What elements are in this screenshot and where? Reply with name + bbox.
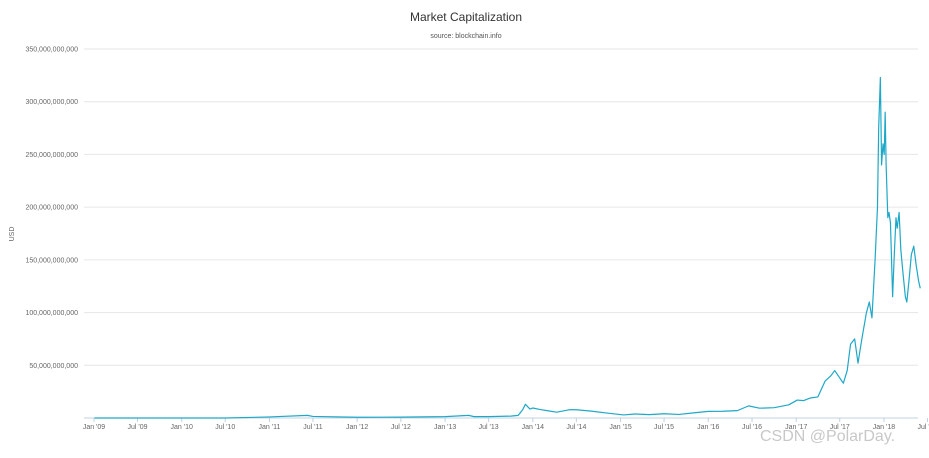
x-tick-label-3: Jul '10 xyxy=(215,424,235,431)
x-tick-label-13: Jul '15 xyxy=(654,424,674,431)
x-tick-label-7: Jul '12 xyxy=(391,424,411,431)
watermark-text: CSDN @PolarDay. xyxy=(760,428,896,445)
y-axis-label: USD xyxy=(9,227,16,242)
x-tick-label-11: Jul '14 xyxy=(566,424,586,431)
y-tick-label-0: 50,000,000,000 xyxy=(29,363,78,370)
x-axis-ticks: Jan '09 Jul '09 Jan '10 Jul '10 Jan '11 Jul '… xyxy=(83,418,929,431)
y-tick-label-5: 300,000,000,000 xyxy=(25,99,78,106)
x-tick-label-6: Jan '12 xyxy=(346,424,368,431)
y-axis-ticks: 50,000,000,000 100,000,000,000 150,000,000… xyxy=(25,47,78,370)
x-tick-label-19: Jul '18 xyxy=(917,424,929,431)
x-tick-label-5: Jul '11 xyxy=(303,424,323,431)
x-tick-label-0: Jan '09 xyxy=(83,424,105,431)
x-tick-label-14: Jan '16 xyxy=(697,424,719,431)
x-tick-label-15: Jul '16 xyxy=(742,424,762,431)
x-tick-label-2: Jan '10 xyxy=(171,424,193,431)
x-tick-label-8: Jan '13 xyxy=(434,424,456,431)
x-tick-label-9: Jul '13 xyxy=(479,424,499,431)
series-line-market-cap xyxy=(94,76,921,419)
chart-subtitle: source: blockchain.info xyxy=(430,33,501,40)
y-tick-label-4: 250,000,000,000 xyxy=(25,152,78,159)
chart-title: Market Capitalization xyxy=(410,10,522,24)
y-tick-label-3: 200,000,000,000 xyxy=(25,205,78,212)
y-tick-label-6: 350,000,000,000 xyxy=(25,47,78,54)
x-tick-label-4: Jan '11 xyxy=(259,424,281,431)
x-tick-label-12: Jan '15 xyxy=(609,424,631,431)
x-tick-label-16: Jan '17 xyxy=(785,424,807,431)
y-tick-label-2: 150,000,000,000 xyxy=(25,257,78,264)
x-tick-label-18: Jan '18 xyxy=(873,424,895,431)
x-tick-label-10: Jan '14 xyxy=(522,424,544,431)
gridlines xyxy=(84,48,918,366)
y-tick-label-1: 100,000,000,000 xyxy=(25,310,78,317)
x-tick-label-1: Jul '09 xyxy=(127,424,147,431)
x-tick-label-17: Jul '17 xyxy=(830,424,850,431)
